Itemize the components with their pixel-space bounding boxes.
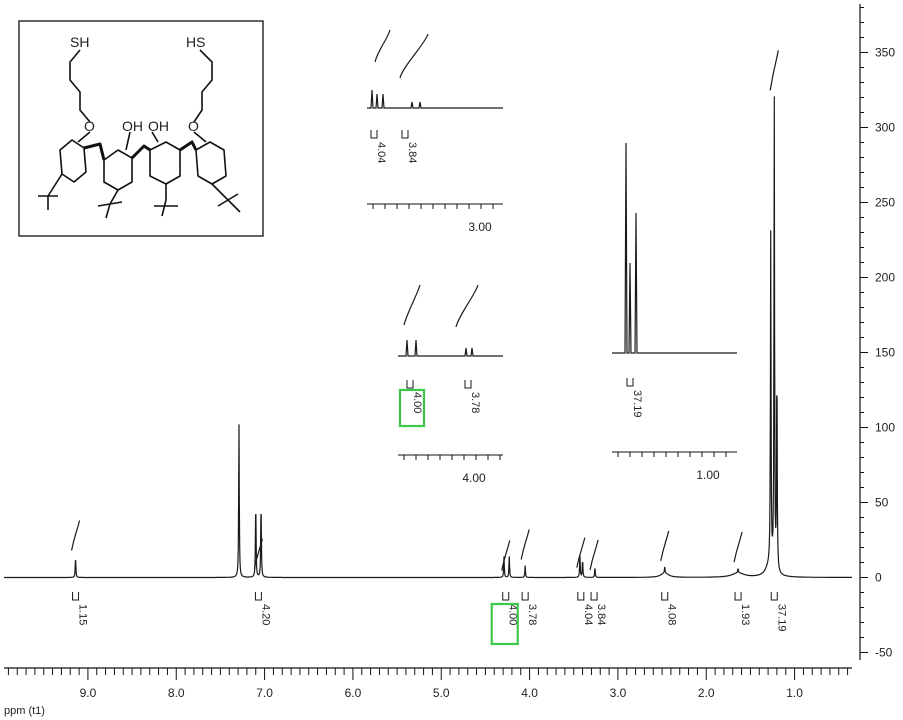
axes: 9.0 8.0 7.0 6.0 5.0 4.0 3.0 2.0 1.0 350 300 250 200 1… [4, 4, 895, 700]
x-tick-label: 5.0 [433, 686, 450, 700]
aryl-ring-3 [149, 141, 181, 185]
inset-integral-value: 4.00 [411, 392, 423, 413]
inset-integral-curve [374, 29, 391, 63]
hydroxyl-label-1: OH [122, 118, 143, 134]
y-tick-label: 200 [875, 271, 895, 285]
integral-value: 4.20 [259, 604, 271, 625]
integral-labels: 1.15 4.20 4.00 3.78 4.04 3.84 4.08 1.93 37.19 [72, 592, 787, 646]
integral-curve [70, 520, 81, 551]
integral-curve [769, 50, 779, 91]
y-tick-label: 0 [875, 571, 882, 585]
integral-bracket [770, 592, 778, 601]
x-tick-label: 7.0 [256, 686, 273, 700]
molecule-structure-drawing: SH HS O OH OH O [18, 20, 264, 237]
x-tick-label: 6.0 [345, 686, 362, 700]
integral-bracket [521, 592, 529, 601]
x-axis-title: ppm (t1) [4, 705, 45, 717]
spectrum-trace [4, 96, 852, 579]
inset-integral-bracket [401, 130, 409, 139]
integral-value: 37.19 [775, 604, 787, 632]
structure-frame [18, 20, 264, 237]
integral-value: 4.04 [582, 604, 594, 625]
integral-value: 3.84 [595, 604, 607, 625]
integral-bracket [734, 592, 742, 601]
inset-integral-value: 3.78 [469, 392, 481, 413]
thiol-label-right: HS [186, 34, 205, 50]
integral-curve [576, 537, 586, 568]
integral-bracket [254, 592, 262, 601]
inset-trace [612, 142, 737, 354]
ether-links [77, 131, 207, 151]
integral-bracket [590, 592, 598, 601]
integral-value: 4.00 [507, 604, 519, 625]
spectrum-line [4, 96, 852, 579]
integral-curve [589, 539, 599, 571]
inset-integral-bracket [464, 380, 472, 389]
x-tick-label: 1.0 [786, 686, 803, 700]
ether-oxygen-right: O [188, 118, 199, 134]
ether-oxygen-left: O [84, 118, 95, 134]
highlight-box [490, 602, 519, 646]
thiol-label-left: SH [70, 34, 89, 50]
zoom-insets: 3.00 4.04 3.84 4.00 4.00 3.78 1.00 37.19 [367, 29, 737, 485]
aryl-ring-4 [195, 141, 227, 185]
integral-value: 4.08 [666, 604, 678, 625]
y-tick-label: 150 [875, 346, 895, 360]
inset-trace [367, 89, 503, 109]
integral-curve [520, 529, 530, 560]
integral-curve [253, 538, 263, 569]
x-tick-label: 9.0 [80, 686, 97, 700]
inset-integral-value: 4.04 [375, 142, 387, 163]
inset-highlight-box [398, 388, 426, 428]
y-tick-label: -50 [875, 646, 893, 660]
inset-tick-label: 4.00 [462, 471, 486, 485]
x-tick-label: 4.0 [521, 686, 538, 700]
x-tick-label: 8.0 [168, 686, 185, 700]
inset-tick-label: 3.00 [468, 220, 492, 234]
integral-curves [70, 50, 779, 571]
inset-2: 4.00 4.00 3.78 [398, 284, 503, 485]
integral-bracket [502, 592, 510, 601]
inset-3: 1.00 37.19 [612, 142, 737, 482]
inset-integral-value: 37.19 [631, 390, 643, 418]
inset-integral-curve [455, 284, 479, 328]
x-tick-label: 3.0 [610, 686, 627, 700]
inset-integral-bracket [406, 380, 414, 389]
inset-integral-bracket [626, 378, 634, 387]
hydroxyl-label-2: OH [148, 118, 169, 134]
aryl-ring-2 [103, 149, 133, 191]
inset-tick-label: 1.00 [696, 468, 720, 482]
y-tick-label: 250 [875, 196, 895, 210]
y-tick-label: 50 [875, 496, 889, 510]
integral-bracket [661, 592, 669, 601]
x-tick-label: 2.0 [698, 686, 715, 700]
integral-value: 1.93 [739, 604, 751, 625]
integral-value: 1.15 [77, 604, 89, 625]
inset-trace [398, 339, 503, 357]
y-tick-label: 100 [875, 421, 895, 435]
left-thiol-chain [69, 49, 91, 123]
inset-1: 3.00 4.04 3.84 [367, 29, 503, 234]
y-tick-label: 350 [875, 46, 895, 60]
integral-curve [733, 532, 743, 563]
inset-integral-curve [399, 33, 429, 79]
inset-integral-curve [403, 284, 421, 326]
integral-bracket [72, 592, 80, 601]
integral-curve [501, 540, 511, 571]
integral-curve [660, 530, 670, 562]
integral-bracket [577, 592, 585, 601]
right-thiol-chain [193, 49, 213, 123]
y-tick-label: 300 [875, 121, 895, 135]
methylene-bridges [83, 140, 198, 161]
tbutyl-groups [38, 173, 241, 219]
integral-value: 3.78 [526, 604, 538, 625]
inset-integral-value: 3.84 [406, 142, 418, 163]
inset-integral-bracket [370, 130, 378, 139]
